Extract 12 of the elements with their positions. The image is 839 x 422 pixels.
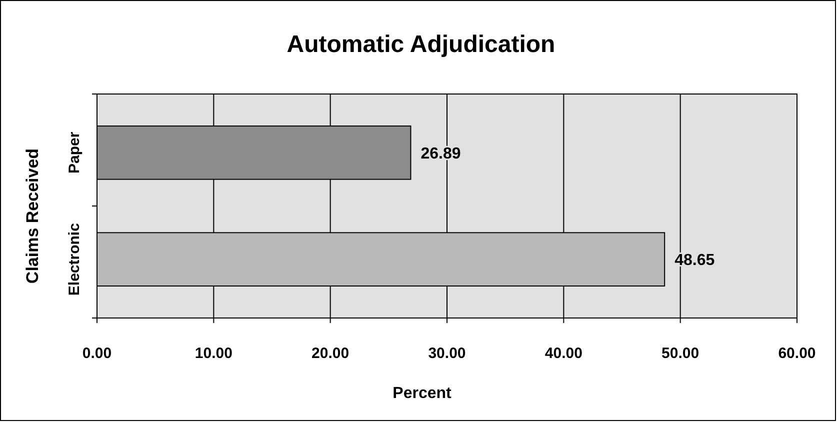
y-axis-title: Claims Received (23, 148, 42, 284)
chart-title: Automatic Adjudication (286, 31, 556, 58)
x-tick-label: 30.00 (428, 345, 466, 362)
x-tick-label: 50.00 (662, 345, 700, 362)
x-axis-title: Percent (392, 385, 452, 402)
x-tick-label: 10.00 (194, 345, 232, 362)
x-tick-label: 40.00 (544, 345, 582, 362)
y-tick-label: Electronic (66, 223, 83, 296)
x-tick-label: 60.00 (778, 345, 816, 362)
x-tick-label: 0.00 (82, 345, 112, 362)
x-tick-label: 20.00 (312, 345, 350, 362)
y-tick-label: Paper (66, 132, 83, 174)
